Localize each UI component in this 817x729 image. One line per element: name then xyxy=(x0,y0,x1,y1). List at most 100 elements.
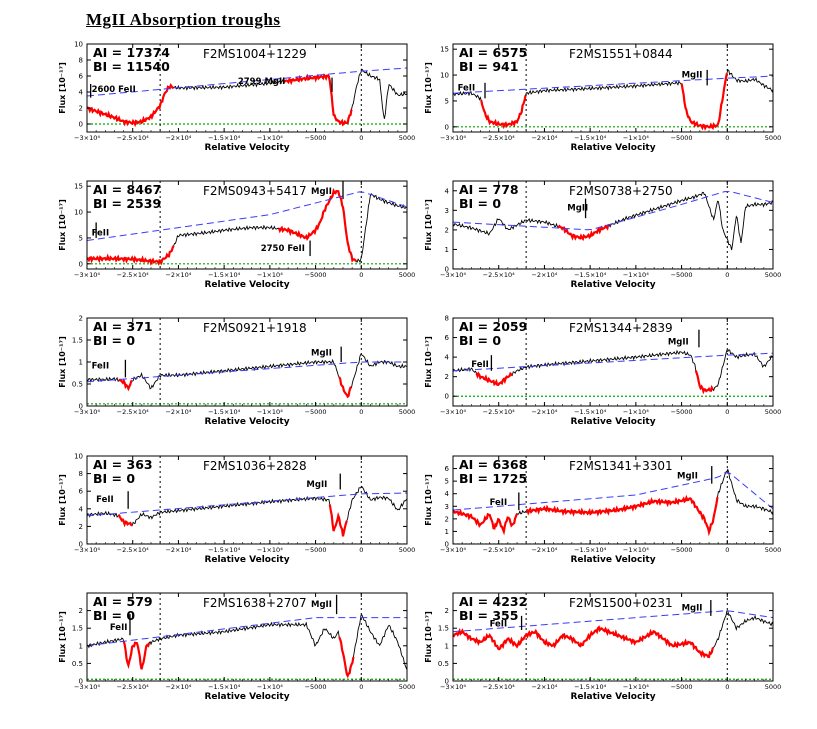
absorption-trough xyxy=(475,371,514,387)
continuum-fit xyxy=(87,67,407,97)
plot-frame xyxy=(86,592,408,682)
x-tick-label: −2.5×10⁴ xyxy=(483,408,516,416)
x-tick-label: −3×10⁴ xyxy=(440,134,466,142)
y-axis-label: Flux [10⁻¹⁷] xyxy=(58,336,67,388)
y-tick-label: 2 xyxy=(445,515,449,523)
x-tick-label: −1×10⁴ xyxy=(257,683,283,691)
y-tick-label: 2 xyxy=(79,315,83,323)
line-annotation: MgII xyxy=(311,600,332,610)
plot-frame xyxy=(452,317,774,407)
y-tick-label: 4 xyxy=(445,354,450,362)
y-tick-label: 6 xyxy=(79,488,84,496)
x-tick-label: 0 xyxy=(725,546,729,554)
x-tick-label: −1×10⁴ xyxy=(623,134,649,142)
y-tick-label: 0 xyxy=(445,541,449,549)
y-tick-label: 4 xyxy=(445,490,450,498)
line-annotation: 2750 FeII xyxy=(261,244,305,254)
y-tick-label: 0.5 xyxy=(72,381,83,389)
ai-label: AI = 4232 xyxy=(459,594,527,609)
x-tick-label: 5000 xyxy=(399,546,416,554)
plot-area xyxy=(453,318,773,406)
x-axis-label: Relative Velocity xyxy=(204,692,289,702)
x-tick-label: 5000 xyxy=(765,271,782,279)
object-name: F2MS1551+0844 xyxy=(569,47,673,61)
ai-label: AI = 2059 xyxy=(459,319,527,334)
absorption-trough xyxy=(328,504,348,537)
x-tick-label: −5000 xyxy=(671,271,693,279)
x-tick-label: 0 xyxy=(359,134,363,142)
y-tick-label: 2 xyxy=(79,523,83,531)
x-tick-label: −5000 xyxy=(305,683,327,691)
plot-area xyxy=(453,456,773,544)
line-annotation: FeII xyxy=(458,84,476,94)
x-tick-label: −2×10⁴ xyxy=(165,408,191,416)
x-tick-label: −1×10⁴ xyxy=(623,546,649,554)
absorption-trough xyxy=(87,245,175,266)
y-axis-label: Flux [10⁻¹⁷] xyxy=(58,199,67,251)
continuum-fit xyxy=(87,617,407,647)
y-tick-label: 0 xyxy=(445,678,449,686)
absorption-trough xyxy=(282,73,353,127)
y-axis-label: Flux [10⁻¹⁷] xyxy=(58,62,67,114)
x-tick-label: −2×10⁴ xyxy=(165,683,191,691)
y-tick-label: 6 xyxy=(445,465,450,473)
plot-frame xyxy=(86,180,408,270)
x-tick-label: −1.5×10⁴ xyxy=(208,546,241,554)
y-tick-label: 2 xyxy=(445,226,449,234)
y-tick-label: 2 xyxy=(445,373,449,381)
bi-label: BI = 0 xyxy=(459,196,501,211)
x-tick-label: −5000 xyxy=(305,271,327,279)
x-tick-label: −1×10⁴ xyxy=(257,408,283,416)
line-annotation: MgII xyxy=(311,348,332,358)
object-name: F2MS1004+1229 xyxy=(203,47,307,61)
plot-area xyxy=(453,44,773,132)
absorption-trough xyxy=(480,95,527,130)
line-annotation: MgII xyxy=(682,71,703,81)
plot-area xyxy=(87,44,407,132)
x-tick-label: −2.5×10⁴ xyxy=(117,546,150,554)
object-name: F2MS0921+1918 xyxy=(203,321,307,335)
x-tick-label: 5000 xyxy=(399,134,416,142)
y-tick-label: 6 xyxy=(79,73,84,81)
bi-label: BI = 1725 xyxy=(459,471,527,486)
x-tick-label: −1.5×10⁴ xyxy=(208,271,241,279)
x-tick-label: −1.5×10⁴ xyxy=(574,408,607,416)
x-tick-label: −1.5×10⁴ xyxy=(574,683,607,691)
plot-frame xyxy=(86,43,408,133)
x-tick-label: −1×10⁴ xyxy=(257,271,283,279)
spectrum-panel: −3×10⁴ −2.5×10⁴ −2×10⁴ −1.5×10⁴ −1×10⁴ −5000 0… xyxy=(58,453,415,566)
x-tick-label: −1×10⁴ xyxy=(257,546,283,554)
x-tick-label: 0 xyxy=(359,683,363,691)
object-name: F2MS1036+2828 xyxy=(203,459,307,473)
x-tick-label: −3×10⁴ xyxy=(440,408,466,416)
absorption-trough xyxy=(680,73,728,131)
spectrum-panel: −3×10⁴ −2.5×10⁴ −2×10⁴ −1.5×10⁴ −1×10⁴ −5000 0… xyxy=(424,180,782,290)
line-annotation: 2799 MgII xyxy=(238,77,286,87)
y-tick-label: 4 xyxy=(79,89,84,97)
line-annotation: FeII xyxy=(110,623,128,633)
x-tick-label: −1.5×10⁴ xyxy=(574,134,607,142)
bi-label: BI = 2539 xyxy=(93,196,161,211)
x-tick-label: −1×10⁴ xyxy=(623,408,649,416)
y-tick-label: 1.5 xyxy=(72,625,83,633)
x-tick-label: −2×10⁴ xyxy=(531,271,557,279)
x-tick-label: 5000 xyxy=(399,683,416,691)
line-annotation: FeII xyxy=(490,619,508,629)
x-tick-label: −1.5×10⁴ xyxy=(208,134,241,142)
plot-area xyxy=(87,181,407,269)
spectrum-panel: −3×10⁴ −2.5×10⁴ −2×10⁴ −1.5×10⁴ −1×10⁴ −5000 0… xyxy=(58,592,416,702)
x-tick-label: 0 xyxy=(359,408,363,416)
y-tick-label: 0 xyxy=(79,403,83,411)
plot-frame xyxy=(452,180,774,270)
y-tick-label: 5 xyxy=(445,478,449,486)
x-tick-label: 5000 xyxy=(399,408,416,416)
x-tick-label: −1.5×10⁴ xyxy=(208,683,241,691)
ai-label: AI = 17374 xyxy=(93,45,170,60)
ai-label: AI = 8467 xyxy=(93,182,161,197)
plot-area xyxy=(453,181,773,269)
y-tick-label: 10 xyxy=(440,72,449,80)
x-tick-label: −3×10⁴ xyxy=(74,271,100,279)
y-tick-label: 10 xyxy=(74,453,83,461)
absorption-trough xyxy=(453,508,519,536)
